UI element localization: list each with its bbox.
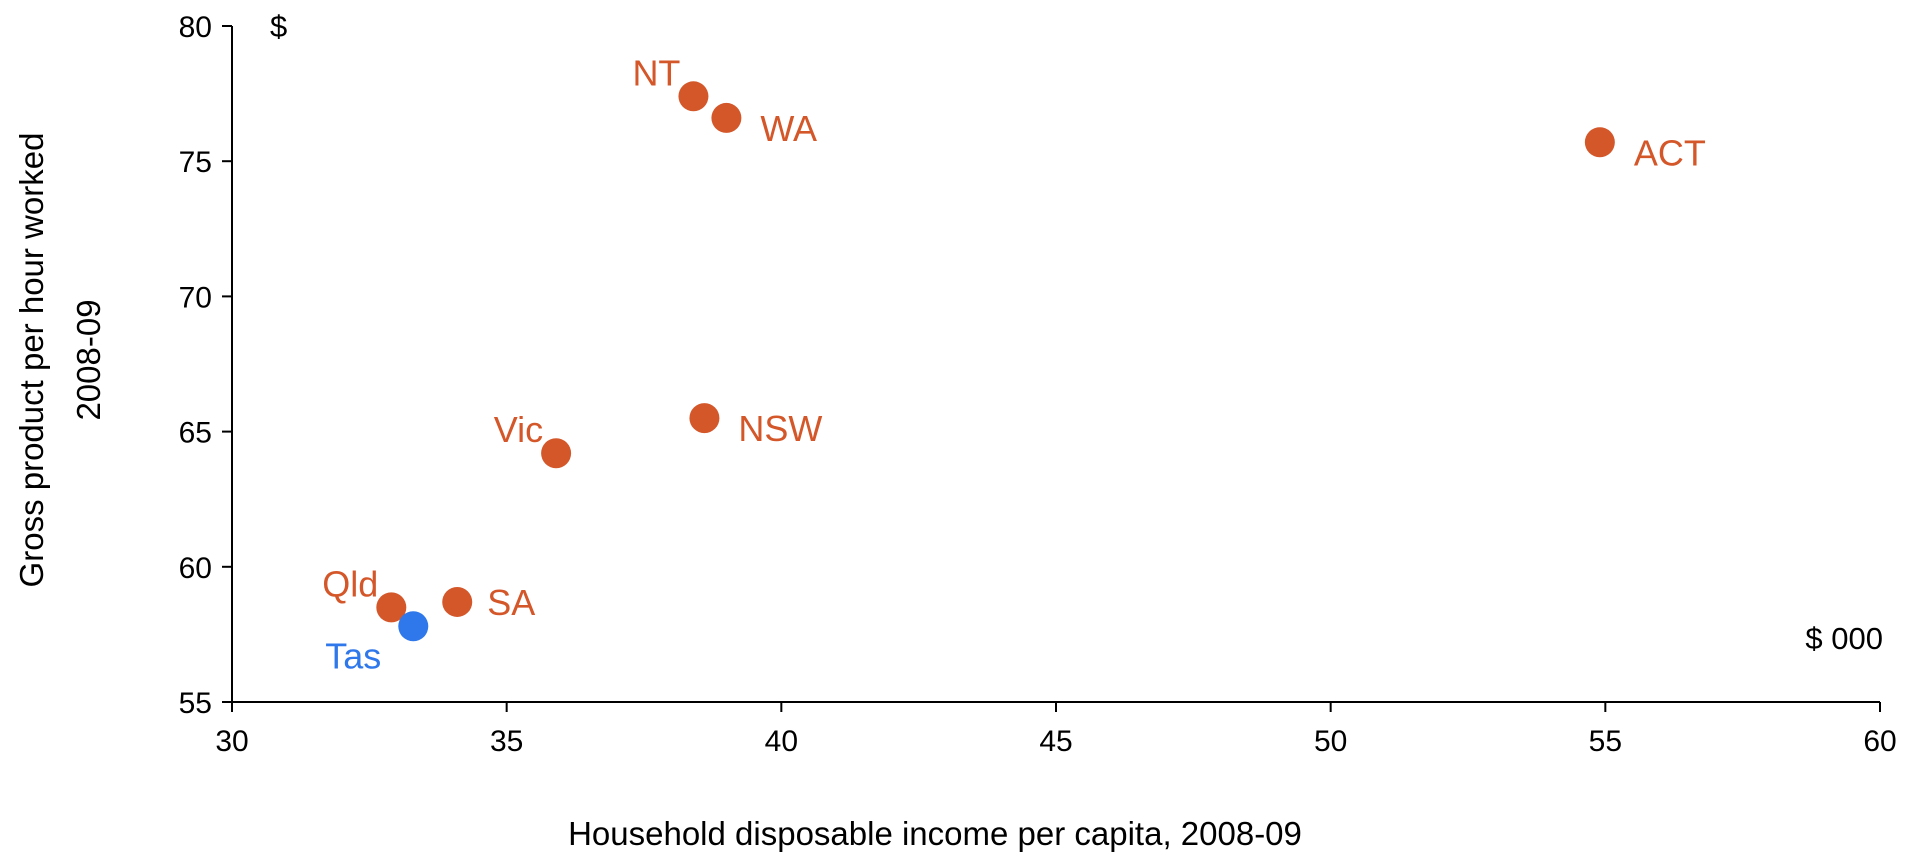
x-tick-label: 60 (1863, 725, 1896, 758)
x-tick-label: 50 (1314, 725, 1347, 758)
y-tick-label: 75 (179, 146, 212, 179)
point-act (1584, 127, 1615, 158)
x-axis-title: Household disposable income per capita, … (568, 815, 1302, 852)
x-tick-label: 35 (490, 725, 523, 758)
y-axis-title-line-1: Gross product per hour worked (13, 133, 50, 588)
point-label-act: ACT (1634, 132, 1706, 173)
point-nt (678, 81, 709, 112)
data-point-labels: NT WA ACT NSW Vic Qld SA Tas (322, 52, 1706, 676)
x-tick-label: 45 (1039, 725, 1072, 758)
y-tick-label: 55 (179, 687, 212, 720)
x-tick-label: 40 (765, 725, 798, 758)
y-tick-label: 80 (179, 11, 212, 44)
point-label-tas: Tas (325, 635, 381, 676)
y-unit-label: $ (270, 9, 287, 44)
point-label-nsw: NSW (738, 408, 822, 449)
y-tick-label: 65 (179, 417, 212, 450)
y-axis-ticks: 55 60 65 70 75 80 (179, 11, 232, 720)
point-qld (376, 592, 407, 623)
point-label-vic: Vic (494, 409, 543, 450)
point-nsw (689, 403, 720, 434)
point-vic (541, 438, 572, 469)
point-tas (398, 611, 429, 642)
x-axis-ticks: 30 35 40 45 50 55 60 (215, 702, 1897, 758)
x-tick-label: 55 (1589, 725, 1622, 758)
point-wa (711, 102, 742, 133)
x-unit-label: $ 000 (1805, 621, 1883, 656)
point-sa (442, 586, 473, 617)
y-axis-title-line-2: 2008-09 (70, 299, 107, 420)
y-tick-label: 70 (179, 281, 212, 314)
point-label-nt: NT (632, 52, 680, 93)
point-label-wa: WA (760, 108, 817, 149)
point-label-qld: Qld (322, 563, 378, 604)
y-tick-label: 60 (179, 552, 212, 585)
x-tick-label: 30 (215, 725, 248, 758)
point-label-sa: SA (487, 582, 535, 623)
data-points (376, 81, 1615, 642)
axes (231, 26, 1880, 703)
y-axis-title: Gross product per hour worked 2008-09 (13, 133, 107, 588)
